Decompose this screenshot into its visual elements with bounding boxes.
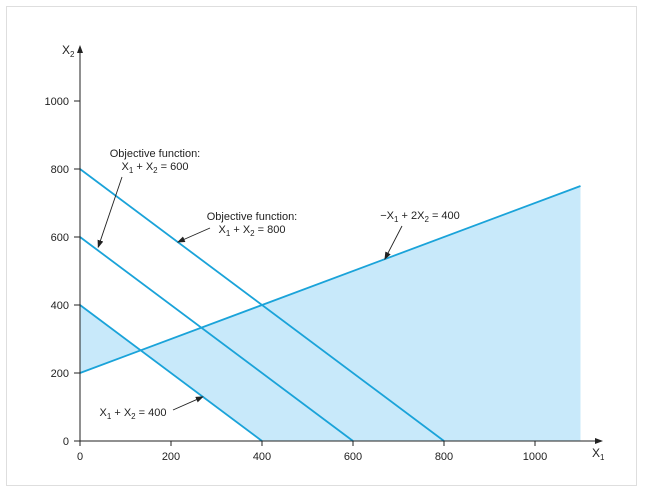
constraint-line-2 [79,168,445,442]
annotation-2: Objective function:X1 + X2 = 800 [176,211,298,243]
annotation-arrow-icon [176,227,211,243]
x-tick-label: 0 [77,451,83,463]
y-tick-label: 400 [51,300,69,312]
annotation-text: −X1 + 2X2 = 400 [380,210,460,224]
ticks: 0 200 400 600 800 1000 0 200 400 600 800 1000 [45,96,548,463]
x-tick-label: 400 [253,451,271,463]
annotation-arrow-icon [172,396,204,411]
annotations: Objective function:X1 + X2 = 600Objectiv… [97,148,460,421]
annotation-text: X1 + X2 = 800 [218,224,285,238]
y-tick-label: 200 [51,368,69,380]
figure-frame [6,6,637,486]
constraint-line-4 [79,304,263,442]
annotation-text: Objective function: [207,211,298,223]
axes [77,45,603,444]
x-tick-label: 600 [344,451,362,463]
x-axis-arrow-icon [595,438,603,444]
annotation-arrow-icon [384,225,403,260]
annotation-1: Objective function:X1 + X2 = 600 [97,148,201,249]
feasible-region [80,186,581,441]
x-tick-label: 800 [435,451,453,463]
y-tick-label: 600 [51,232,69,244]
x-tick-label: 200 [162,451,180,463]
annotation-text: X1 + X2 = 400 [99,407,166,421]
constraint-line-3 [79,236,354,442]
annotation-arrow-icon [97,176,123,249]
annotation-4: X1 + X2 = 400 [99,396,204,421]
constraint-line-1 [79,185,581,374]
y-axis-label: X2 [62,43,75,59]
series-lines [79,168,581,442]
y-tick-label: 0 [63,436,69,448]
y-tick-label: 1000 [45,96,69,108]
annotation-text: Objective function: [110,148,201,160]
annotation-3: −X1 + 2X2 = 400 [380,210,460,260]
y-axis-arrow-icon [77,45,83,53]
x-axis-label: X1 [592,446,605,462]
annotation-text: X1 + X2 = 600 [121,161,188,175]
x-tick-label: 1000 [523,451,547,463]
y-tick-label: 800 [51,164,69,176]
